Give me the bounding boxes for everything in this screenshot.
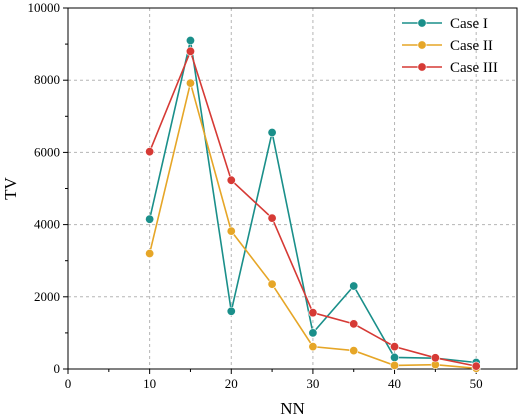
data-point (226, 226, 236, 236)
legend-label: Case I (450, 16, 488, 32)
data-point (349, 319, 359, 329)
data-point (308, 342, 318, 352)
data-point (267, 279, 277, 289)
x-tick-label: 10 (143, 376, 156, 391)
legend-marker (417, 18, 427, 28)
x-tick-label: 0 (65, 376, 72, 391)
data-point (349, 281, 359, 291)
legend-marker (417, 40, 427, 50)
series-lines (145, 35, 481, 373)
data-point (145, 248, 155, 258)
x-tick-label: 20 (225, 376, 238, 391)
y-tick-label: 4000 (34, 217, 60, 232)
legend-entry: Case II (402, 38, 493, 54)
data-point (145, 214, 155, 224)
grid-lines (68, 8, 517, 369)
data-point (185, 46, 195, 56)
y-tick-label: 6000 (34, 144, 60, 159)
axis-ticks: 0 10 20 30 40 50 0 2000 4000 6000 8000 10000 (28, 0, 483, 391)
data-point (145, 147, 155, 157)
data-point (185, 78, 195, 88)
data-point (349, 346, 359, 356)
y-tick-label: 0 (54, 361, 61, 376)
y-tick-label: 8000 (34, 72, 60, 87)
y-tick-label: 2000 (34, 289, 60, 304)
data-point (267, 213, 277, 223)
data-point (390, 352, 400, 362)
x-tick-label: 30 (306, 376, 319, 391)
data-point (390, 360, 400, 370)
series-3 (145, 46, 481, 371)
legend-marker (417, 62, 427, 72)
data-point (390, 342, 400, 352)
data-point (308, 328, 318, 338)
data-point (430, 353, 440, 363)
data-point (308, 308, 318, 318)
data-point (471, 361, 481, 371)
legend: Case I Case II Case III (402, 16, 498, 76)
legend-label: Case III (450, 60, 498, 76)
data-point (226, 306, 236, 316)
legend-entry: Case I (402, 16, 488, 32)
x-tick-label: 50 (470, 376, 483, 391)
y-axis-title: TV (1, 176, 20, 199)
y-tick-label: 10000 (28, 0, 61, 15)
legend-entry: Case III (402, 60, 498, 76)
series-2 (145, 78, 481, 373)
x-tick-label: 40 (388, 376, 401, 391)
x-axis-title: NN (280, 399, 305, 418)
data-point (226, 175, 236, 185)
data-point (267, 128, 277, 138)
legend-label: Case II (450, 38, 493, 54)
data-point (185, 35, 195, 45)
